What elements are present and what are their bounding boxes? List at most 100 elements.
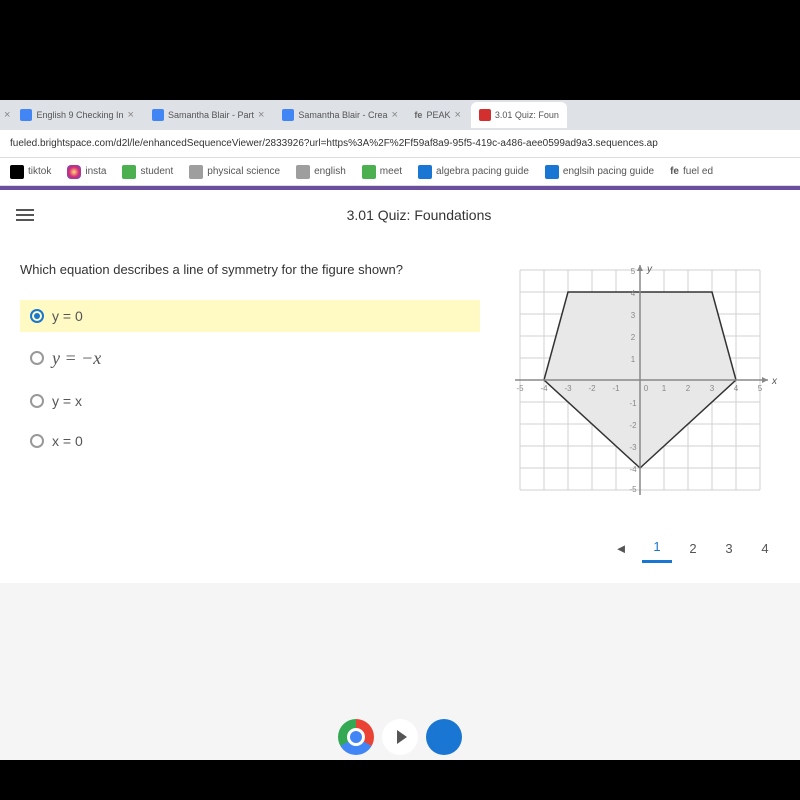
close-icon[interactable]: ×	[4, 109, 10, 121]
svg-text:-3: -3	[564, 384, 572, 393]
tab-prefix: fe	[414, 110, 422, 120]
svg-text:-5: -5	[629, 485, 637, 494]
browser-tab[interactable]: Samantha Blair - Part ×	[144, 102, 272, 128]
app-icon[interactable]	[382, 719, 418, 755]
svg-text:-5: -5	[516, 384, 524, 393]
browser-tab[interactable]: Samantha Blair - Crea ×	[274, 102, 404, 128]
svg-text:-4: -4	[629, 465, 637, 474]
option-1[interactable]: y = 0	[20, 300, 480, 332]
svg-text:-4: -4	[540, 384, 548, 393]
svg-text:-3: -3	[629, 443, 637, 452]
tab-favicon	[152, 109, 164, 121]
quiz-header: 3.01 Quiz: Foundations	[0, 190, 800, 240]
graph-column: x y -5-4-3-2-1012345 54321-1-2-3-4-5 ◄ 1…	[500, 260, 780, 563]
option-label: y = −x	[52, 348, 101, 369]
page-2-button[interactable]: 2	[678, 533, 708, 563]
prev-page-button[interactable]: ◄	[606, 533, 636, 563]
bookmark-tiktok[interactable]: tiktok	[10, 165, 51, 179]
page-3-button[interactable]: 3	[714, 533, 744, 563]
tab-label: Samantha Blair - Part	[168, 110, 254, 120]
pagination: ◄ 1 2 3 4	[500, 533, 780, 563]
bookmark-label: englsih pacing guide	[563, 166, 654, 177]
radio-icon	[30, 434, 44, 448]
quiz-title: 3.01 Quiz: Foundations	[54, 207, 784, 223]
tab-label: PEAK	[426, 110, 450, 120]
browser-tab[interactable]: English 9 Checking In ×	[12, 102, 142, 128]
svg-text:2: 2	[631, 333, 636, 342]
bookmark-label: insta	[85, 166, 106, 177]
y-axis-label: y	[646, 264, 653, 275]
close-icon[interactable]: ×	[391, 109, 397, 121]
svg-text:-2: -2	[629, 421, 637, 430]
svg-text:-2: -2	[588, 384, 596, 393]
question-column: Which equation describes a line of symme…	[20, 260, 480, 563]
radio-icon	[30, 309, 44, 323]
svg-text:3: 3	[710, 384, 715, 393]
option-2[interactable]: y = −x	[20, 340, 480, 377]
option-4[interactable]: x = 0	[20, 425, 480, 457]
bookmark-algebra[interactable]: algebra pacing guide	[418, 165, 529, 179]
hamburger-icon[interactable]	[16, 209, 34, 221]
svg-text:1: 1	[631, 355, 636, 364]
person-icon	[296, 165, 310, 179]
student-icon	[122, 165, 136, 179]
option-label: x = 0	[52, 433, 83, 449]
bookmark-label: fuel ed	[683, 166, 713, 177]
tab-label: 3.01 Quiz: Foun	[495, 110, 559, 120]
x-axis-label: x	[771, 376, 778, 387]
close-icon[interactable]: ×	[258, 109, 264, 121]
screen-content: × English 9 Checking In × Samantha Blair…	[0, 100, 800, 760]
option-label: y = 0	[52, 308, 83, 324]
bookmark-english-pacing[interactable]: englsih pacing guide	[545, 165, 654, 179]
svg-text:2: 2	[686, 384, 691, 393]
bookmark-insta[interactable]: insta	[67, 165, 106, 179]
svg-text:4: 4	[734, 384, 739, 393]
close-icon[interactable]: ×	[128, 109, 134, 121]
app-icon[interactable]	[426, 719, 462, 755]
options-list: y = 0 y = −x y = x x = 0	[20, 300, 480, 457]
bookmark-label: physical science	[207, 166, 280, 177]
svg-text:5: 5	[631, 267, 636, 276]
tab-label: Samantha Blair - Crea	[298, 110, 387, 120]
doc-icon	[545, 165, 559, 179]
browser-tab-strip: × English 9 Checking In × Samantha Blair…	[0, 100, 800, 130]
coordinate-graph: x y -5-4-3-2-1012345 54321-1-2-3-4-5	[500, 260, 780, 510]
close-icon[interactable]: ×	[454, 109, 460, 121]
chrome-icon[interactable]	[338, 719, 374, 755]
bookmark-english[interactable]: english	[296, 165, 346, 179]
bookmark-physical-science[interactable]: physical science	[189, 165, 280, 179]
bookmark-meet[interactable]: meet	[362, 165, 402, 179]
option-label: y = x	[52, 393, 82, 409]
page-4-button[interactable]: 4	[750, 533, 780, 563]
bookmark-fueled[interactable]: fefuel ed	[670, 166, 713, 177]
quiz-body: Which equation describes a line of symme…	[0, 240, 800, 583]
meet-icon	[362, 165, 376, 179]
bookmark-label: meet	[380, 166, 402, 177]
svg-text:5: 5	[758, 384, 763, 393]
chromeos-shelf	[338, 719, 462, 755]
bookmark-label: student	[140, 166, 173, 177]
instagram-icon	[67, 165, 81, 179]
option-3[interactable]: y = x	[20, 385, 480, 417]
laptop-bezel: × English 9 Checking In × Samantha Blair…	[0, 0, 800, 800]
bookmark-student[interactable]: student	[122, 165, 173, 179]
browser-tab-active[interactable]: 3.01 Quiz: Foun	[471, 102, 567, 128]
browser-tab[interactable]: fe PEAK ×	[406, 102, 468, 128]
svg-text:3: 3	[631, 311, 636, 320]
tab-label: English 9 Checking In	[36, 110, 123, 120]
address-bar[interactable]: fueled.brightspace.com/d2l/le/enhancedSe…	[0, 130, 800, 158]
question-text: Which equation describes a line of symme…	[20, 260, 480, 280]
bookmarks-bar: tiktok insta student physical science en…	[0, 158, 800, 186]
svg-text:1: 1	[662, 384, 667, 393]
tab-favicon	[282, 109, 294, 121]
svg-text:4: 4	[631, 289, 636, 298]
tab-favicon	[479, 109, 491, 121]
page-1-button[interactable]: 1	[642, 533, 672, 563]
radio-icon	[30, 394, 44, 408]
tab-favicon	[20, 109, 32, 121]
svg-text:-1: -1	[612, 384, 620, 393]
url-text: fueled.brightspace.com/d2l/le/enhancedSe…	[10, 138, 658, 149]
tiktok-icon	[10, 165, 24, 179]
bookmark-label: tiktok	[28, 166, 51, 177]
radio-icon	[30, 351, 44, 365]
